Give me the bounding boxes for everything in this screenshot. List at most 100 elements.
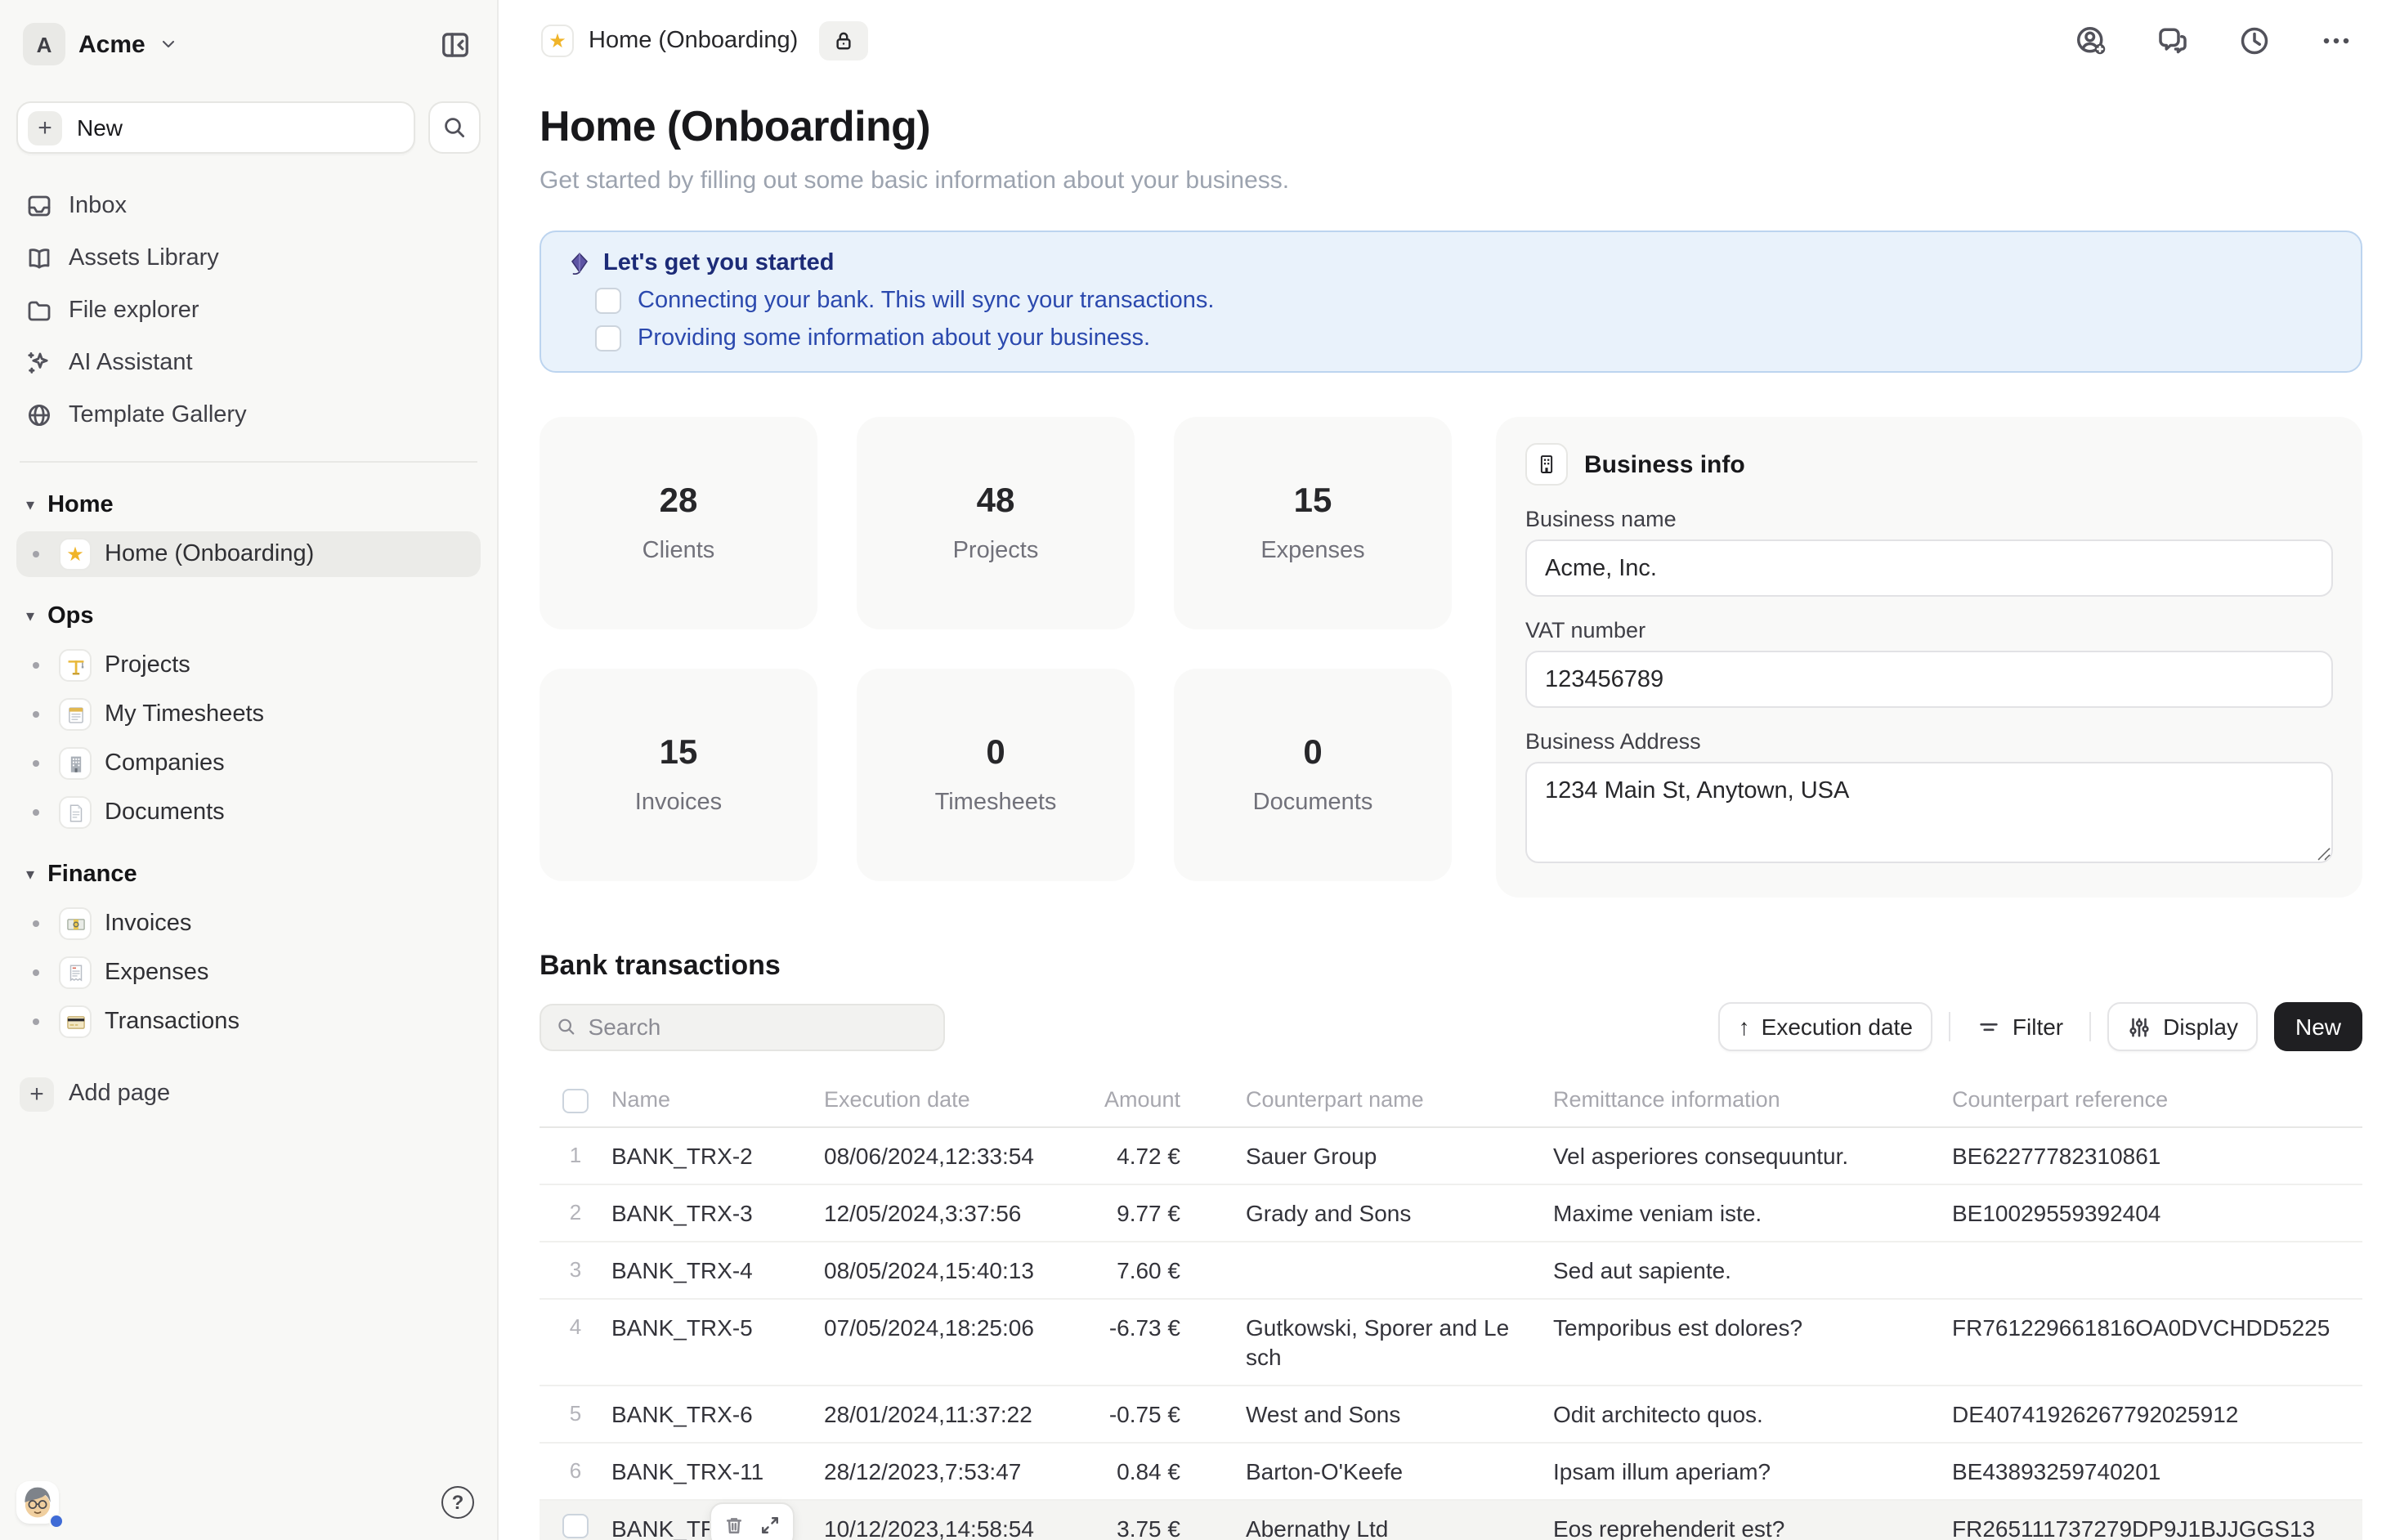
bullet-dot [33,920,39,927]
trash-icon [726,1518,742,1533]
cell-name: BANK_TRX-4 [611,1257,753,1283]
row-number: 2 [569,1200,582,1224]
cell-name: BANK_TR [611,1515,718,1540]
stat-card-expenses[interactable]: 15 Expenses [1174,417,1452,629]
breadcrumb-label: Home (Onboarding) [589,28,799,54]
sidebar-item-label: Projects [105,652,190,678]
column-header[interactable]: Name [611,1087,671,1112]
delete-row-button[interactable] [718,1509,750,1540]
stat-card-projects[interactable]: 48 Projects [857,417,1135,629]
sidebar-item-transactions[interactable]: Transactions [16,999,481,1045]
row-checkbox[interactable] [562,1514,589,1538]
arrow-up-icon: ↑ [1738,1014,1750,1040]
column-header[interactable]: Execution date [824,1087,970,1112]
sort-button[interactable]: ↑ Execution date [1718,1002,1932,1051]
new-button[interactable]: + New [16,101,415,154]
filter-icon [1980,1022,1998,1031]
cell-execution-date: 08/05/2024,15:40:13 [824,1257,1034,1283]
sidebar-item-home-onboarding[interactable]: ★ Home (Onboarding) [16,531,481,577]
workspace-switcher[interactable]: A Acme [23,23,437,65]
bullet-dot [33,551,39,557]
history-button[interactable] [2235,21,2274,60]
sidebar-item-projects[interactable]: Projects [16,642,481,688]
sidebar-item-ai-assistant[interactable]: AI Assistant [16,337,481,389]
field-label-business-address: Business Address [1525,729,1701,754]
table-row[interactable]: 4 BANK_TRX-5 07/05/2024,18:25:06 -6.73 €… [540,1300,2362,1386]
add-page-button[interactable]: + Add page [16,1068,481,1120]
select-all-checkbox[interactable] [562,1089,589,1113]
stat-card-clients[interactable]: 28 Clients [540,417,817,629]
status-dot [49,1514,64,1529]
table-row[interactable]: 1 BANK_TRX-2 08/06/2024,12:33:54 4.72 € … [540,1128,2362,1185]
table-row[interactable]: 3 BANK_TRX-4 08/05/2024,15:40:13 7.60 € … [540,1242,2362,1300]
sidebar-item-my-timesheets[interactable]: My Timesheets [16,692,481,737]
plus-icon: + [20,1077,54,1111]
lock-badge[interactable] [819,21,869,60]
column-header[interactable]: Remittance information [1553,1087,1780,1112]
column-header[interactable]: Counterpart reference [1952,1087,2169,1112]
business-address-field[interactable]: 1234 Main St, Anytown, USA [1525,762,2333,863]
bullet-dot [33,809,39,816]
business-name-field[interactable] [1525,539,2333,597]
sidebar-item-documents[interactable]: Documents [16,790,481,835]
breadcrumb[interactable]: ★ Home (Onboarding) [541,21,869,60]
callout-checkbox-business-info[interactable]: Providing some information about your bu… [564,325,2338,351]
collapse-sidebar-button[interactable] [437,25,474,63]
cell-amount: 4.72 € [1117,1143,1180,1169]
page-title: Home (Onboarding) [540,101,931,150]
callout-title-row: Let's get you started [564,250,2338,276]
sidebar-item-template-gallery[interactable]: Template Gallery [16,389,481,441]
sidebar-item-assets-library[interactable]: Assets Library [16,232,481,284]
sidebar-item-invoices[interactable]: Invoices [16,901,481,947]
display-button[interactable]: Display [2107,1002,2258,1051]
cell-name: BANK_TRX-2 [611,1143,753,1169]
sidebar-item-label: AI Assistant [69,350,193,376]
more-options-button[interactable] [2317,21,2356,60]
table-row-hovered[interactable]: BANK_TR 10/12/2023,14:58:54 3.75 € Aber [540,1501,2362,1540]
cell-reference: BE10029559392404 [1952,1200,2161,1226]
share-button[interactable] [2071,21,2111,60]
stat-card-documents[interactable]: 0 Documents [1174,669,1452,881]
sidebar-item-expenses[interactable]: Expenses [16,950,481,996]
column-header[interactable]: Counterpart name [1246,1087,1424,1112]
sidebar-nav: Inbox Assets Library File explorer AI As… [16,180,481,441]
cell-name: BANK_TRX-3 [611,1200,753,1226]
cell-execution-date: 28/01/2024,11:37:22 [824,1401,1032,1427]
search-input[interactable] [588,1014,929,1040]
sidebar-footer: ? [16,1481,474,1529]
table-row[interactable]: 5 BANK_TRX-6 28/01/2024,11:37:22 -0.75 €… [540,1386,2362,1444]
expand-row-button[interactable] [754,1509,786,1540]
sidebar-item-inbox[interactable]: Inbox [16,180,481,232]
sidebar-item-file-explorer[interactable]: File explorer [16,284,481,337]
callout-checkbox-connect-bank[interactable]: Connecting your bank. This will sync you… [564,288,2338,314]
comments-button[interactable] [2153,21,2192,60]
stat-card-timesheets[interactable]: 0 Timesheets [857,669,1135,881]
plus-icon: + [28,110,62,145]
user-avatar[interactable] [16,1481,64,1529]
sidebar-item-companies[interactable]: Companies [16,741,481,786]
workspace-avatar: A [23,23,65,65]
table-row[interactable]: 2 BANK_TRX-3 12/05/2024,3:37:56 9.77 € G… [540,1185,2362,1242]
help-button[interactable]: ? [441,1486,474,1519]
sidebar-section-finance[interactable]: ▾ Finance [16,852,481,898]
stat-value: 15 [1293,482,1332,520]
checkbox[interactable] [595,325,621,351]
sidebar-section-home[interactable]: ▾ Home [16,482,481,528]
stat-card-invoices[interactable]: 15 Invoices [540,669,817,881]
sidebar-section-ops[interactable]: ▾ Ops [16,593,481,639]
stat-label: Documents [1252,790,1373,816]
sparkles-icon [28,352,48,374]
stat-value: 48 [976,482,1015,520]
filter-button[interactable]: Filter [1966,1002,2074,1051]
vat-number-field[interactable] [1525,651,2333,708]
transactions-search[interactable] [540,1003,945,1050]
sidebar-item-label: Assets Library [69,245,219,271]
cell-reference: BE62277782310861 [1952,1143,2161,1169]
filter-button-label: Filter [2012,1014,2064,1040]
table-row[interactable]: 6 BANK_TRX-11 28/12/2023,7:53:47 0.84 € … [540,1444,2362,1501]
search-button[interactable] [428,101,481,154]
new-transaction-button[interactable]: New [2273,1002,2362,1051]
column-header[interactable]: Amount [1104,1087,1180,1112]
checkbox[interactable] [595,288,621,314]
